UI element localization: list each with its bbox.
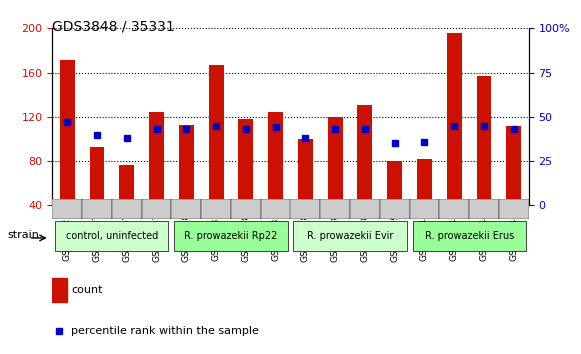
Bar	[328, 117, 343, 205]
Bar	[507, 126, 521, 205]
Bar	[89, 147, 105, 205]
Bar	[171, 199, 201, 219]
Bar	[447, 33, 462, 205]
Bar	[476, 76, 492, 205]
Text: count: count	[71, 285, 103, 295]
Bar	[60, 61, 74, 205]
Text: control, uninfected: control, uninfected	[66, 231, 158, 241]
Text: GDS3848 / 35331: GDS3848 / 35331	[52, 19, 175, 34]
Bar	[238, 119, 253, 205]
Bar	[350, 199, 380, 219]
Bar	[439, 199, 469, 219]
Bar	[112, 199, 142, 219]
Bar	[52, 278, 67, 302]
Text: R. prowazekii Erus: R. prowazekii Erus	[425, 231, 514, 241]
Bar	[290, 199, 320, 219]
Bar	[209, 65, 224, 205]
FancyBboxPatch shape	[293, 221, 407, 251]
Bar	[410, 199, 439, 219]
Text: R. prowazekii Evir: R. prowazekii Evir	[307, 231, 393, 241]
Bar	[499, 199, 529, 219]
Bar	[52, 199, 82, 219]
Bar	[201, 199, 231, 219]
Bar	[261, 199, 290, 219]
Bar	[469, 199, 499, 219]
Bar	[357, 105, 372, 205]
FancyBboxPatch shape	[413, 221, 526, 251]
FancyBboxPatch shape	[174, 221, 288, 251]
Bar	[82, 199, 112, 219]
Bar	[149, 113, 164, 205]
Bar	[380, 199, 410, 219]
Bar	[119, 166, 134, 205]
Bar	[142, 199, 171, 219]
Bar	[298, 139, 313, 205]
Bar	[179, 125, 193, 205]
FancyBboxPatch shape	[55, 221, 168, 251]
Bar	[320, 199, 350, 219]
Bar	[231, 199, 261, 219]
Bar	[417, 159, 432, 205]
Bar	[268, 113, 283, 205]
Bar	[388, 161, 402, 205]
Text: percentile rank within the sample: percentile rank within the sample	[71, 326, 259, 336]
Text: R. prowazekii Rp22: R. prowazekii Rp22	[184, 231, 278, 241]
Text: strain: strain	[8, 230, 40, 240]
